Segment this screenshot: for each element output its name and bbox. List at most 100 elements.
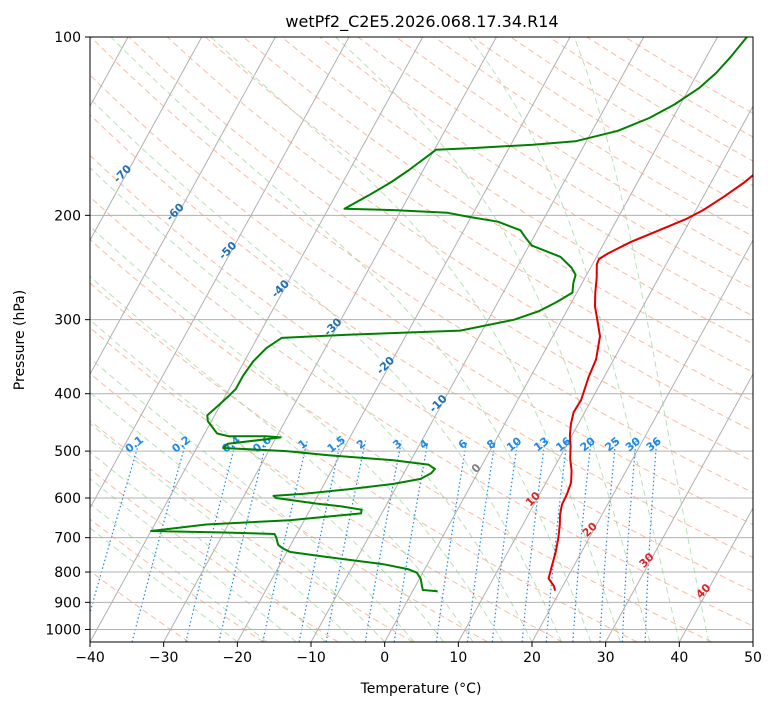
moist-adiabat [90,357,415,642]
x-tick-label: 40 [670,650,688,666]
pressure-grid [90,37,753,642]
y-tick-label: 800 [54,565,81,581]
chart-title: wetPf2_C2E5.2026.068.17.34.R14 [285,12,558,32]
moist-adiabat [90,391,386,642]
x-tick-label: 50 [744,650,762,666]
isotherm [163,37,497,642]
dry-adiabat [243,37,753,373]
y-tick-label: 300 [54,313,81,329]
dry-adiabat [90,372,488,642]
x-tick-label: 30 [597,650,615,666]
dewpoint-profile [150,37,748,593]
mixing-ratio-line [621,440,637,642]
mixing-ratio-line [131,440,187,642]
x-tick-label: −10 [296,650,326,666]
dry-adiabat [90,468,339,642]
isotherm [90,37,276,376]
mixing-ratio-line [90,440,141,615]
x-axis: −40 −30 −20 −10 0 10 20 30 40 50 [75,642,762,666]
mixing-ratio-line [185,440,237,642]
y-tick-label: 400 [54,387,81,403]
mixing-ratio-line [325,440,367,642]
dry-adiabat [90,518,264,642]
y-tick-label: 1000 [45,622,81,638]
isotherm [310,37,645,642]
isotherm-label: 10 [523,489,543,509]
x-tick-label: −30 [149,650,179,666]
moist-adiabat [110,37,592,642]
isotherm [384,37,718,642]
dry-adiabat [357,37,753,290]
background-lines [90,37,753,642]
moist-adiabat [90,97,562,642]
mixing-ratio-label: 0.1 [123,433,146,455]
dry-adiabat [90,74,753,526]
y-tick-label: 500 [54,444,81,460]
isotherm [90,37,424,642]
mixing-ratio-line [262,440,308,642]
mixing-ratio-line [644,440,658,642]
x-tick-label: 0 [380,650,389,666]
isotherm [457,105,753,642]
isotherm [752,640,753,642]
mixing-ratio-label: 6 [456,437,470,452]
moist-adiabat [90,167,533,642]
x-tick-label: −40 [75,650,105,666]
moist-adiabat [90,319,444,642]
temperature-profile [547,173,753,591]
mixing-ratio-line [298,440,342,642]
moist-adiabat [90,422,356,642]
moist-adiabat [90,225,503,642]
moist-adiabat [90,527,238,642]
mixing-ratio-label: 4 [417,437,431,452]
isotherm-label: -90 [6,85,29,108]
moist-adiabat [90,503,268,642]
isotherm [531,239,753,642]
dry-adiabat [90,196,753,627]
y-tick-label: 200 [54,208,81,224]
dry-adiabat [395,37,753,263]
moist-adiabat [573,37,710,642]
dry-adiabat [90,154,753,592]
y-tick-label: 900 [54,595,81,611]
mixing-ratio-line [435,440,468,642]
dry-adiabat [586,37,753,138]
isotherm-label: 20 [580,520,600,540]
mixing-ratio-line [572,440,592,642]
dry-adiabat [90,327,563,642]
dry-adiabat [90,570,190,642]
dry-adiabat [90,37,753,494]
dry-adiabat [166,37,753,432]
y-tick-label: 600 [54,491,81,507]
isotherm [90,37,350,510]
y-axis-label: Pressure (hPa) [12,290,28,390]
mixing-ratio-label: 2 [354,437,368,452]
dry-adiabat [319,37,753,317]
dry-adiabat [510,37,753,187]
y-tick-label: 100 [54,30,81,46]
mixing-ratio-line [364,440,403,642]
mixing-ratio-line [491,440,519,642]
mixing-ratio-line [521,440,546,642]
x-tick-label: 20 [523,650,541,666]
mixing-ratio-label: 3 [390,437,404,452]
mixing-ratio-label: 1.5 [325,433,348,455]
moist-adiabat [468,37,680,642]
moist-adiabat [90,478,297,642]
x-axis-label: Temperature (°C) [360,681,482,697]
profiles [150,37,753,593]
dry-adiabat [90,282,638,642]
dry-adiabat [204,37,753,402]
x-tick-label: 10 [449,650,467,666]
isotherm [678,507,753,642]
dry-adiabat [90,238,712,642]
dry-adiabat [281,37,753,345]
mixing-ratio-line [599,440,617,642]
moist-adiabat [335,37,651,642]
x-tick-label: −20 [223,650,253,666]
isotherm-label: -80 [58,124,81,147]
y-tick-label: 700 [54,531,81,547]
isotherm [605,373,753,642]
mixing-ratio-line [466,440,496,642]
